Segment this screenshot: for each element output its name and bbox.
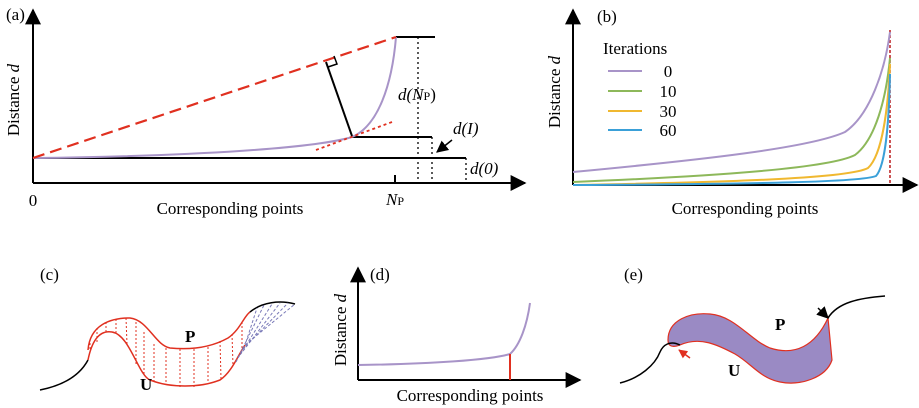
line: [235, 304, 265, 363]
origin-label: 0: [29, 191, 38, 210]
panel-label: (d): [370, 265, 390, 284]
correspondences: [235, 302, 296, 363]
legend-entry: 30: [660, 102, 677, 121]
line: [245, 307, 258, 343]
y-axis-label: Distance d: [545, 55, 564, 128]
x-axis-label: Corresponding points: [672, 199, 819, 218]
curve: [572, 31, 891, 173]
curve-u: [87, 331, 246, 387]
np-label: NP: [385, 190, 404, 209]
curve-p: [87, 311, 251, 351]
text-part: P: [397, 194, 404, 208]
d-np-label: d(NP): [398, 85, 436, 104]
curve: [32, 36, 397, 159]
panel-b: (b) Distance d Corresponding points Iter…: [545, 7, 919, 218]
legend-title: Iterations: [603, 39, 667, 58]
text-part: d: [4, 63, 23, 72]
dotted-lines: [417, 37, 467, 183]
text-part: N: [411, 85, 425, 104]
line: [241, 302, 289, 351]
legend-entry: 10: [660, 82, 677, 101]
d-0-label: d(0): [470, 159, 499, 178]
panel-e: (e) P U: [619, 265, 886, 384]
line: [125, 317, 128, 345]
panel-label: (a): [6, 5, 25, 24]
right-angle: [327, 55, 338, 68]
legend-entry: 60: [660, 121, 677, 140]
curve: [357, 302, 531, 366]
text-part: ): [430, 85, 436, 104]
text-part: d(: [398, 85, 414, 104]
text-part: Distance: [331, 302, 350, 366]
normal: [325, 61, 353, 137]
p-label: P: [775, 315, 785, 334]
line: [237, 303, 273, 359]
correspondences: [89, 317, 243, 387]
line: [219, 340, 222, 380]
panel-label: (e): [624, 265, 643, 284]
curve-p: [827, 295, 886, 319]
line: [231, 333, 234, 367]
panel-c: (c) P U: [39, 265, 296, 394]
p-label: P: [185, 327, 195, 346]
y-axis-label: Distance d: [4, 63, 23, 136]
secant: [32, 35, 397, 160]
arrow: [436, 139, 453, 153]
u-label: U: [728, 361, 740, 380]
curve-p: [249, 301, 296, 313]
text-part: Distance: [4, 72, 23, 136]
legend-entry: 0: [664, 62, 673, 81]
region: [667, 313, 833, 384]
text-part: Distance: [545, 64, 564, 128]
arrow: [816, 306, 829, 319]
tangent: [315, 121, 393, 151]
u-label: U: [140, 375, 152, 394]
x-axis-label: Corresponding points: [157, 199, 304, 218]
curve: [572, 73, 891, 186]
arrow: [678, 349, 691, 359]
text-part: d: [331, 293, 350, 302]
curve-u: [39, 359, 89, 391]
d-i-label: d(I): [453, 119, 479, 138]
text-part: d: [545, 55, 564, 64]
curve-u: [619, 342, 681, 384]
text-part: P: [424, 89, 431, 103]
text-part: N: [385, 190, 399, 209]
curve: [572, 63, 891, 186]
line: [239, 302, 281, 356]
panel-d: (d) Distance d Corresponding points: [331, 265, 582, 405]
y-axis-label: Distance d: [331, 293, 350, 366]
curve: [572, 57, 891, 183]
panel-label: (b): [597, 7, 617, 26]
panel-label: (c): [40, 265, 59, 284]
panel-a: (a) Distance d 0 Corresponding points NP…: [4, 5, 527, 218]
x-axis-label: Corresponding points: [397, 386, 544, 405]
